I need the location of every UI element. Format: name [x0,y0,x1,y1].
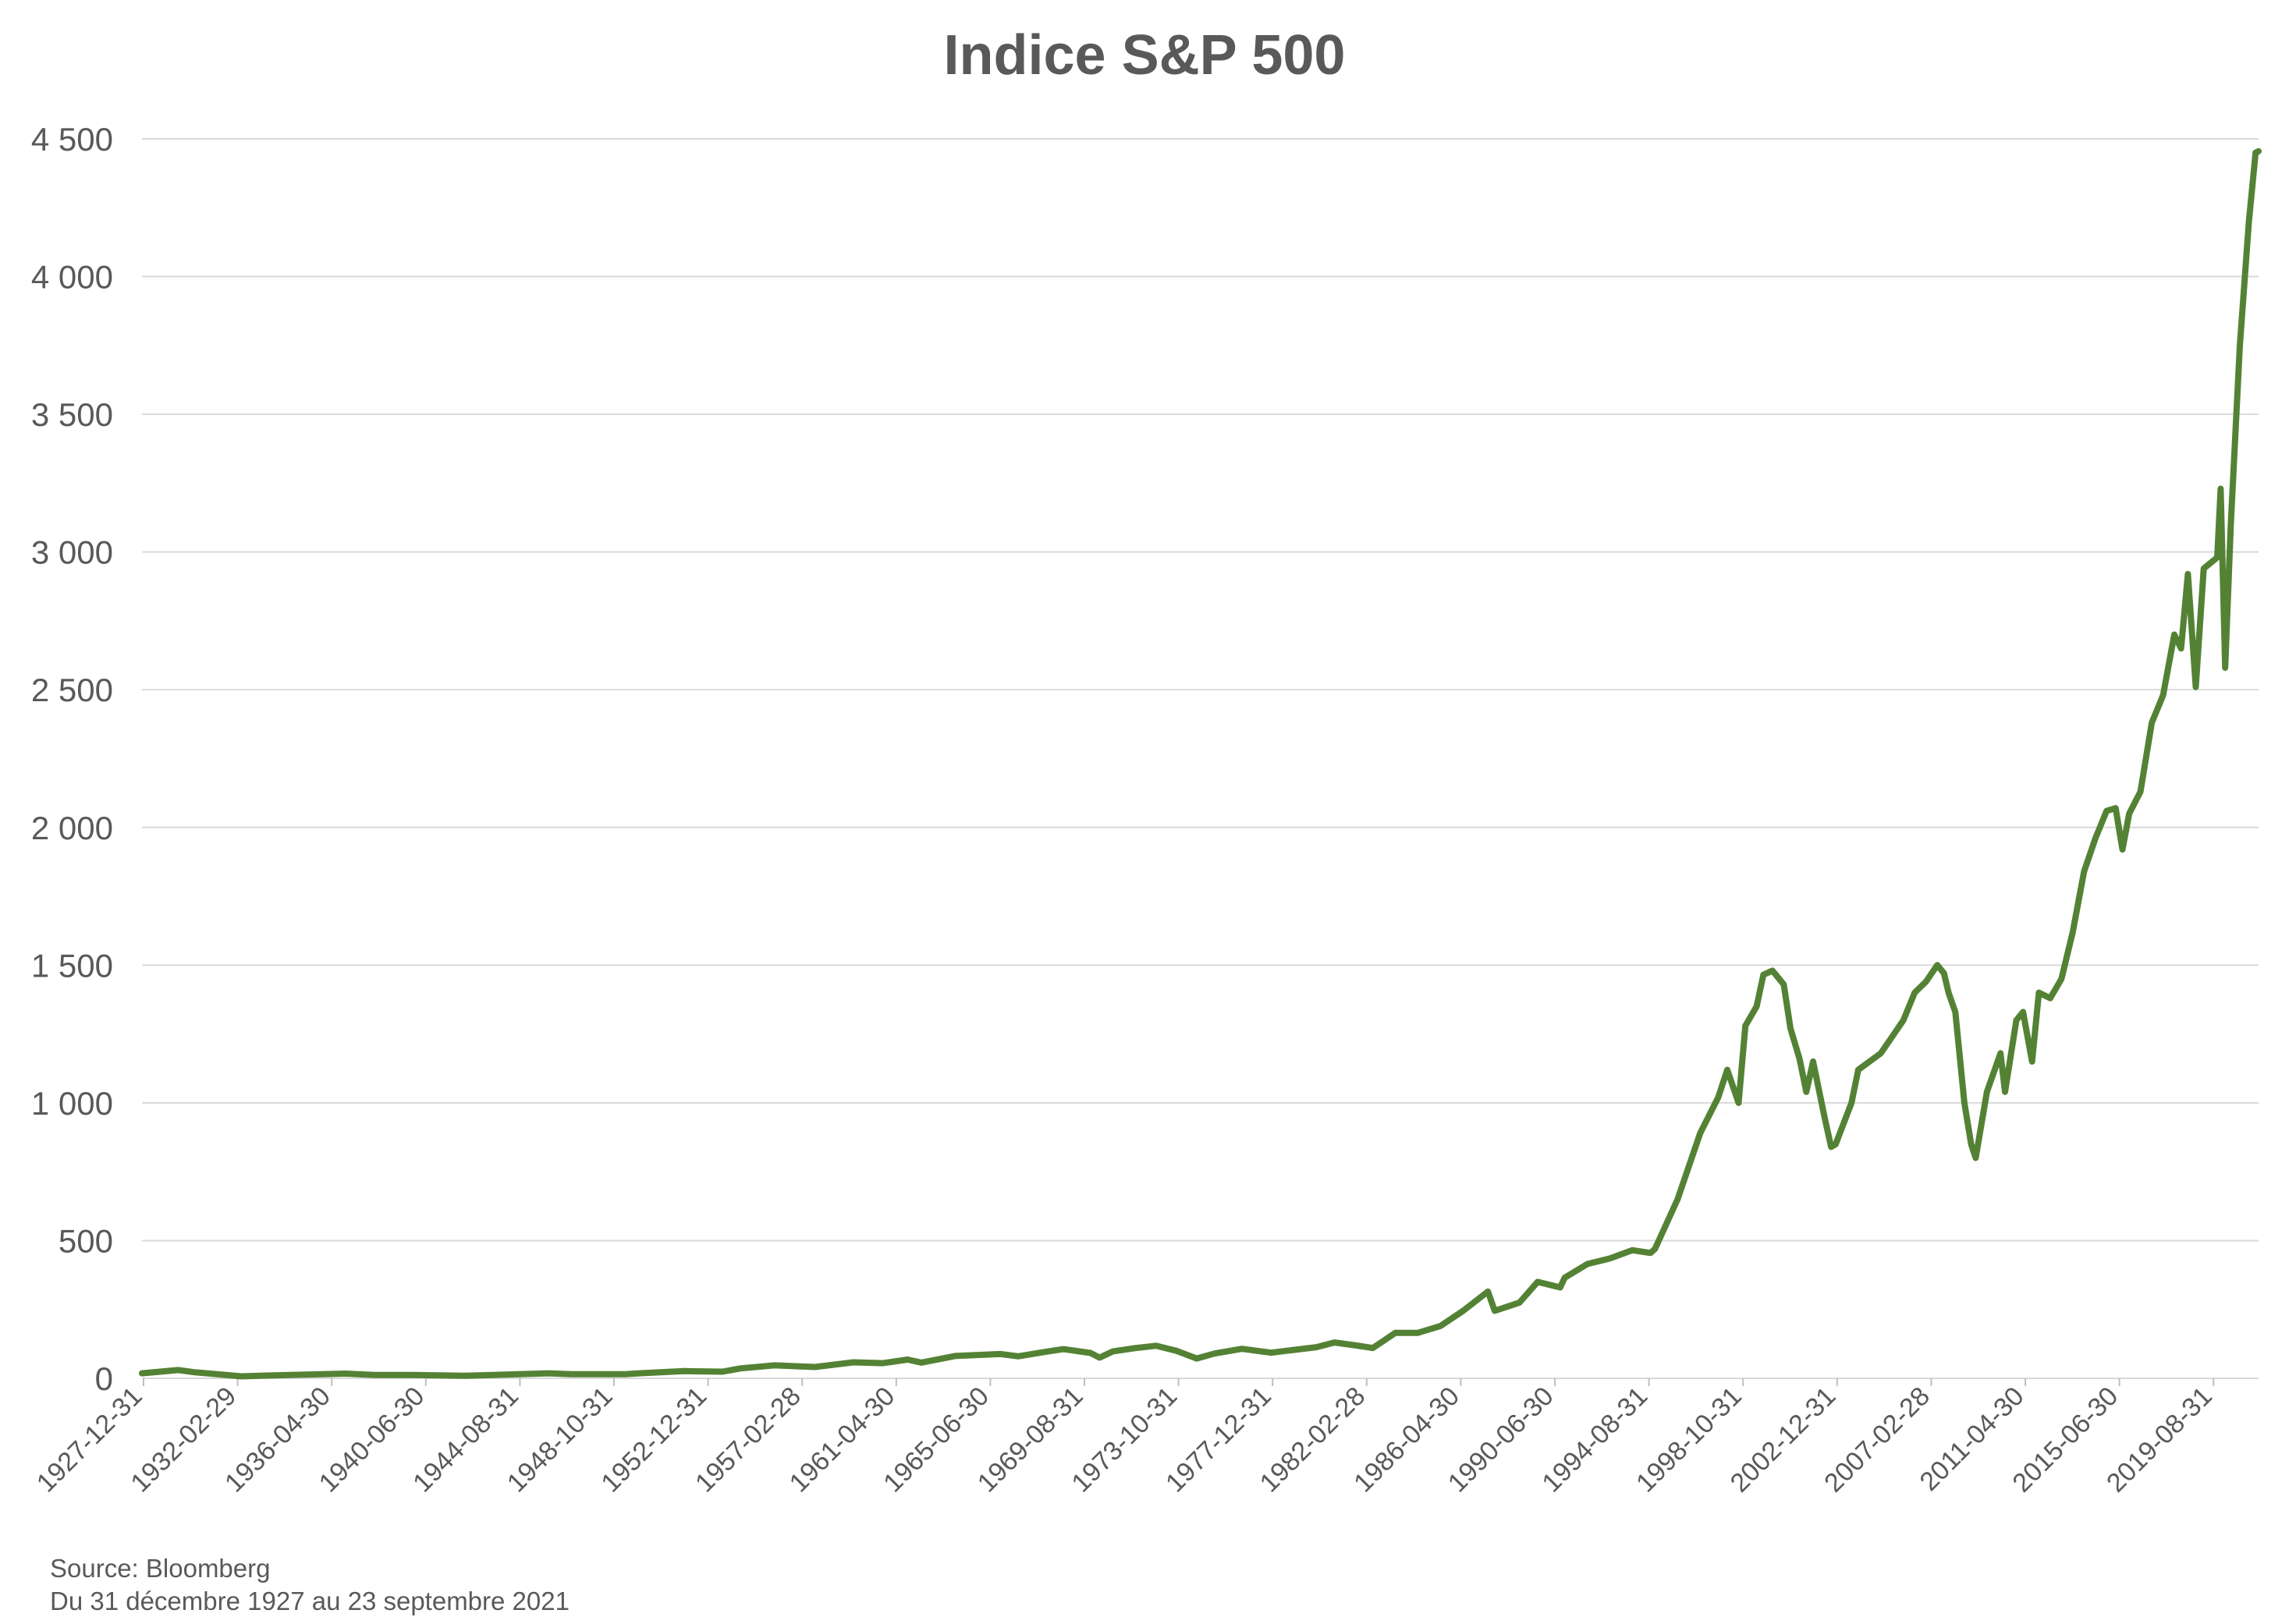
source-note: Source: Bloomberg [50,1554,271,1583]
x-axis: 1927-12-311932-02-291936-04-301940-06-30… [31,1378,2218,1498]
y-tick-label: 3 500 [31,396,113,433]
gridlines [142,138,2259,1379]
y-tick-label: 0 [95,1360,113,1397]
y-tick-label: 4 000 [31,259,113,296]
y-tick-label: 1 000 [31,1085,113,1122]
y-tick-label: 2 000 [31,810,113,846]
series-line-0 [139,147,2262,1380]
footnote: Source: Bloomberg Du 31 décembre 1927 au… [50,1552,570,1618]
y-tick-label: 4 500 [31,121,113,158]
series-layer [139,147,2262,1380]
y-tick-label: 500 [59,1222,113,1259]
y-tick-label: 3 000 [31,534,113,571]
period-note: Du 31 décembre 1927 au 23 septembre 2021 [50,1587,570,1615]
y-tick-label: 1 500 [31,947,113,984]
y-tick-label: 2 500 [31,672,113,708]
chart-title: Indice S&P 500 [943,24,1346,87]
y-axis: 0 500 1 000 1 500 2 000 2 500 3 000 3 500 4 000 4… [31,121,113,1397]
